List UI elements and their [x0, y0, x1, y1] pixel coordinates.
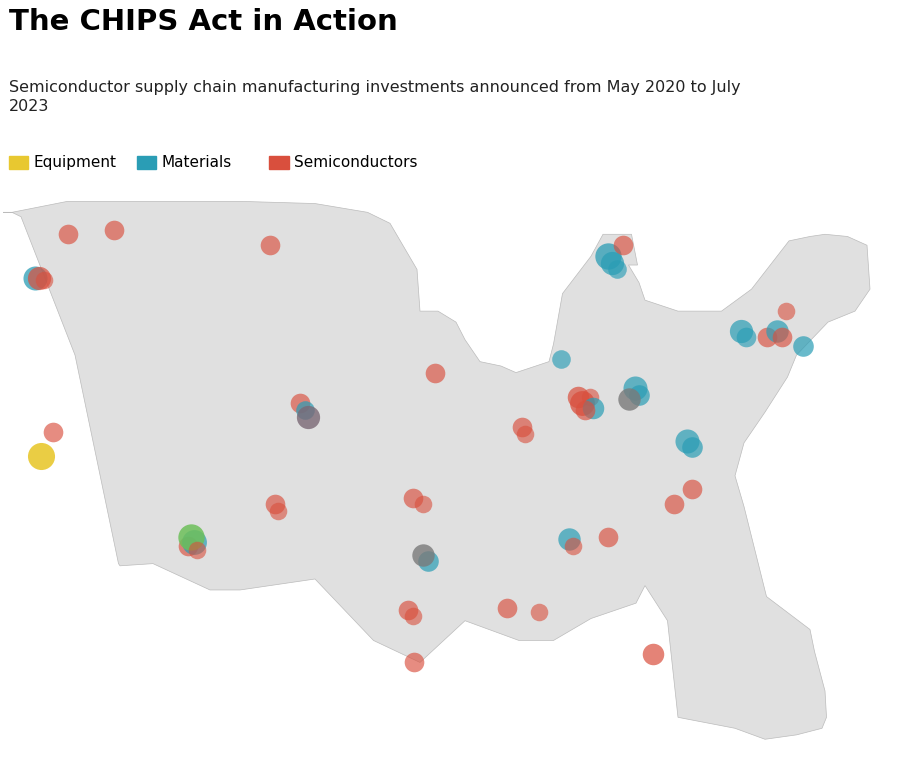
Point [270, 505, 284, 517]
Point [405, 610, 419, 622]
Point [36, 274, 50, 286]
Text: Materials: Materials [162, 155, 232, 170]
Point [666, 498, 680, 511]
Bar [137, 156, 157, 169]
Point [774, 332, 788, 344]
Point [416, 498, 430, 511]
Point [632, 388, 646, 401]
Point [405, 491, 419, 504]
Point [796, 340, 810, 353]
Point [60, 228, 75, 240]
Bar [9, 156, 29, 169]
Point [420, 555, 435, 568]
Point [500, 601, 514, 614]
Point [27, 272, 41, 285]
Point [582, 391, 597, 403]
Point [684, 483, 698, 495]
Text: The CHIPS Act in Action: The CHIPS Act in Action [9, 8, 398, 36]
Point [571, 391, 585, 403]
Point [738, 332, 752, 344]
Point [184, 531, 198, 544]
Point [627, 381, 642, 394]
Polygon shape [3, 201, 870, 739]
Point [680, 434, 694, 447]
Bar [269, 156, 289, 169]
Point [45, 426, 59, 438]
Point [760, 332, 774, 344]
Point [578, 404, 592, 417]
Point [778, 305, 793, 317]
Point [189, 544, 203, 557]
Point [297, 404, 311, 417]
Point [407, 656, 421, 668]
Point [263, 239, 277, 251]
Point [180, 540, 194, 552]
Point [609, 263, 624, 275]
Point [605, 257, 619, 269]
Text: Semiconductors: Semiconductors [294, 155, 418, 170]
Point [416, 548, 430, 561]
Point [267, 498, 282, 511]
Point [400, 604, 415, 616]
Point [518, 428, 532, 441]
Point [32, 272, 46, 285]
Point [770, 324, 784, 337]
Point [566, 540, 580, 552]
Point [562, 534, 576, 546]
Point [107, 224, 122, 236]
Point [575, 397, 590, 410]
Point [616, 239, 630, 251]
Point [186, 535, 201, 548]
Point [734, 324, 748, 337]
Point [292, 397, 307, 410]
Point [585, 402, 599, 414]
Point [428, 367, 442, 379]
Point [531, 606, 545, 619]
Point [645, 647, 660, 660]
Point [621, 392, 635, 405]
Point [33, 450, 48, 463]
Point [554, 353, 568, 366]
Point [600, 250, 615, 263]
Text: Semiconductor supply chain manufacturing investments announced from May 2020 to : Semiconductor supply chain manufacturing… [9, 80, 741, 115]
Text: Equipment: Equipment [33, 155, 117, 170]
Point [600, 531, 615, 544]
Point [515, 421, 529, 434]
Point [301, 410, 315, 423]
Point [684, 441, 698, 453]
